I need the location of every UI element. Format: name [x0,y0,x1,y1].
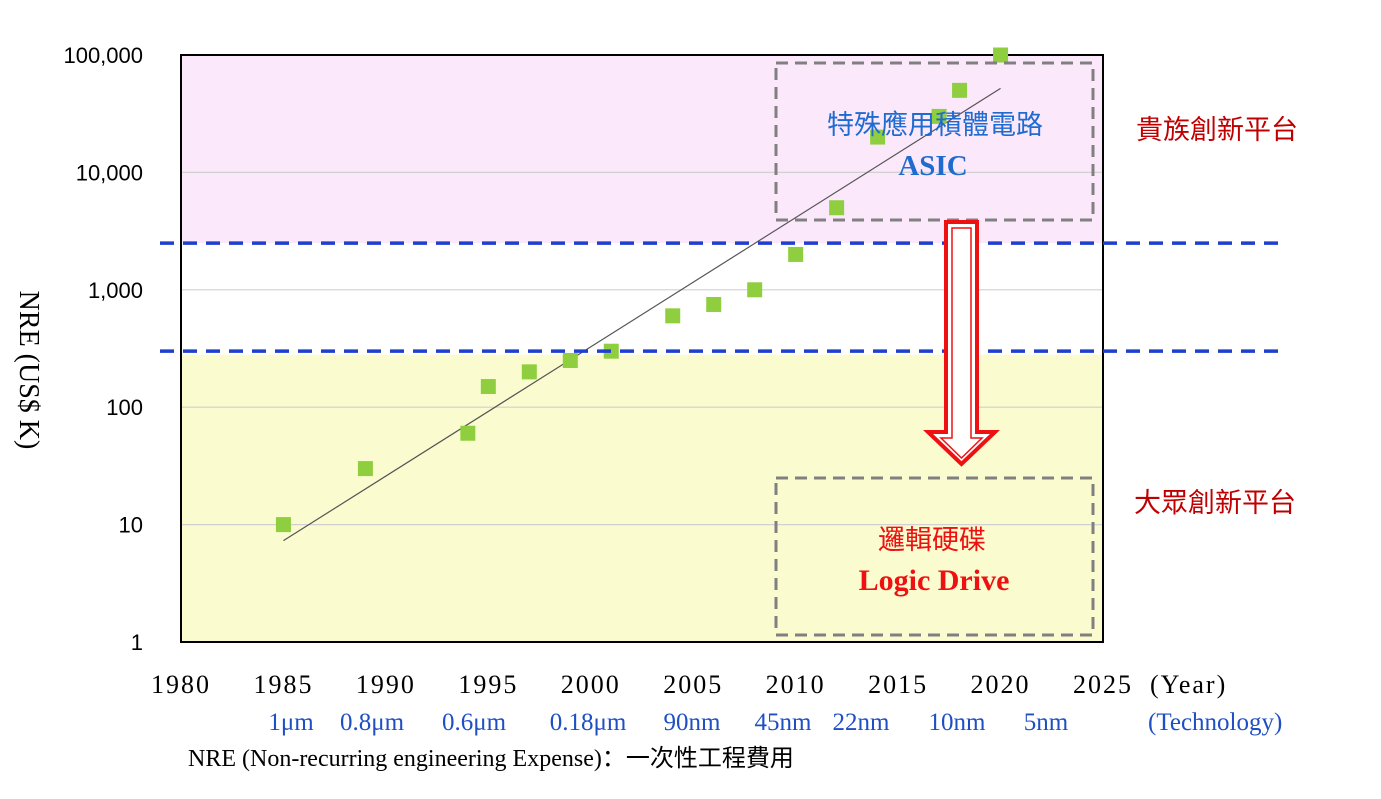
mass-platform-label: 大眾創新平台 [1134,488,1296,519]
technology-unit: (Technology) [1148,709,1282,736]
technology-labels: 1μm 0.8μm 0.6μm 0.18μm 90nm 45nm 22nm 10nm 5nm [268,709,1068,736]
x-tick-label: 2005 [663,670,723,699]
x-tick-label: 1980 [151,670,211,699]
technology-label: 1μm [268,709,314,736]
y-axis-label: NRE (US$ K) [13,291,44,450]
y-tick-label: 100,000 [63,43,143,68]
trendline [283,87,1001,542]
data-point [952,82,968,98]
data-point [993,47,1009,63]
y-tick-label: 1,000 [88,278,143,303]
logic-drive-english-label: Logic Drive [859,564,1010,597]
plot-frame [180,54,1104,643]
technology-label: 0.6μm [442,709,507,736]
technology-label: 90nm [664,709,722,736]
technology-label: 22nm [833,709,891,736]
x-tick-label: 1995 [458,670,518,699]
x-tick-label: 2020 [971,670,1031,699]
y-tick-label: 1 [131,630,143,655]
data-point [788,246,804,262]
data-point [480,379,496,395]
upper-region [181,55,1103,244]
asic-chinese-label: 特殊應用積體電路 [827,110,1043,141]
technology-label: 10nm [929,709,987,736]
data-point [665,308,681,324]
data-point [829,200,845,216]
x-tick-label: 2015 [868,670,928,699]
y-tick-labels: 1 10 100 1,000 10,000 100,000 [63,43,143,655]
down-arrow-inner [939,227,984,460]
x-tick-labels: 1980 1985 1990 1995 2000 2005 2010 2015 2020 2025 [151,670,1133,699]
technology-label: 0.8μm [340,709,405,736]
technology-label: 0.18μm [550,709,627,736]
x-tick-label: 2010 [766,670,826,699]
data-point [357,461,373,477]
y-tick-label: 100 [106,395,143,420]
x-tick-label: 1985 [253,670,313,699]
data-point [870,129,886,145]
x-axis-unit: (Year) [1150,670,1227,699]
data-point [562,352,578,368]
data-point [747,282,763,298]
technology-label: 45nm [755,709,813,736]
data-point [931,108,947,124]
data-point [603,343,619,359]
data-point [275,517,291,533]
technology-label: 5nm [1024,709,1069,736]
data-point [706,296,722,312]
elite-platform-label: 貴族創新平台 [1136,115,1298,146]
data-point [521,364,537,380]
data-points [275,47,1009,533]
logic-drive-chinese-label: 邏輯硬碟 [878,525,986,556]
x-tick-label: 2000 [561,670,621,699]
footnote: NRE (Non-recurring engineering Expense)：… [188,745,794,772]
x-tick-label: 1990 [356,670,416,699]
threshold-lines [160,241,1283,353]
y-tick-label: 10 [119,513,143,538]
asic-box [774,61,1095,222]
asic-english-label: ASIC [898,150,967,182]
logic-drive-box [774,476,1095,637]
down-arrow [923,220,1000,467]
x-tick-label: 2025 [1073,670,1133,699]
y-tick-label: 10,000 [76,160,143,185]
data-point [460,425,476,441]
